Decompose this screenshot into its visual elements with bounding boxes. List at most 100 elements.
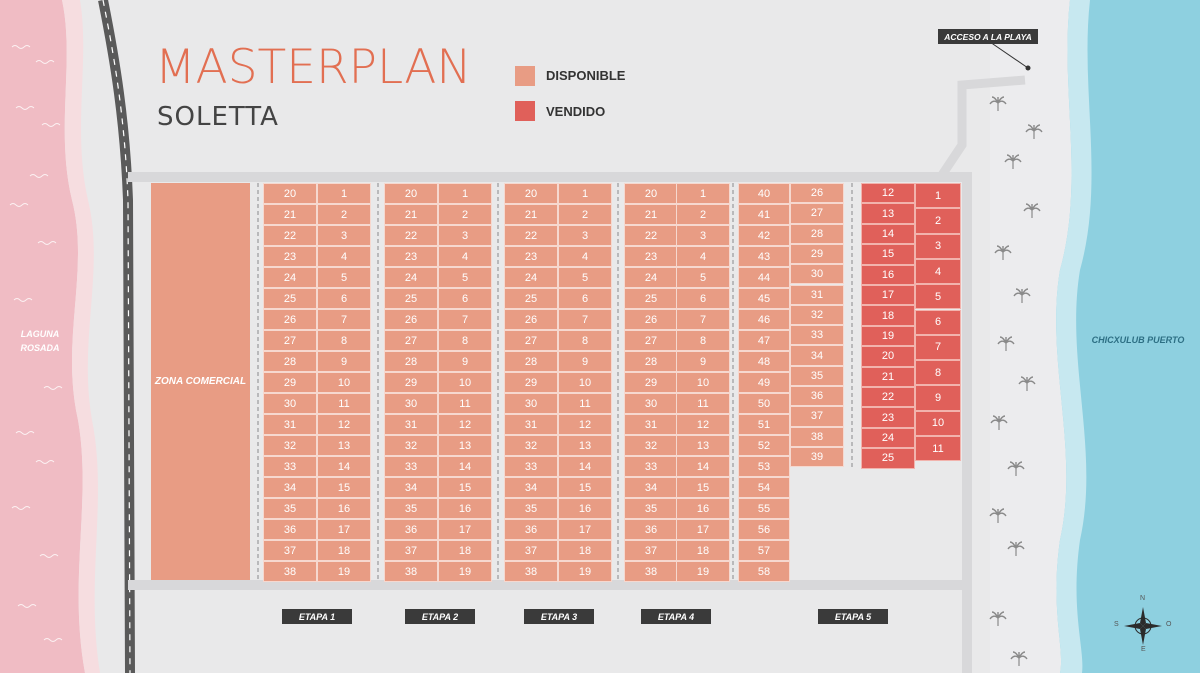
etapa2-lot-19[interactable]: 19	[438, 561, 492, 582]
etapa3-lot-28[interactable]: 28	[504, 351, 558, 372]
etapa4-lot-36[interactable]: 36	[624, 519, 678, 540]
etapa3-lot-17[interactable]: 17	[558, 519, 612, 540]
etapa1-lot-35[interactable]: 35	[263, 498, 317, 519]
etapa1-lot-25[interactable]: 25	[263, 288, 317, 309]
etapa2-lot-33[interactable]: 33	[384, 456, 438, 477]
etapa5-lot-31[interactable]: 31	[790, 284, 844, 305]
vendido-lot-7[interactable]: 7	[915, 334, 961, 361]
etapa2-lot-37[interactable]: 37	[384, 540, 438, 561]
etapa2-lot-23[interactable]: 23	[384, 246, 438, 267]
etapa4-lot-27[interactable]: 27	[624, 330, 678, 351]
etapa3-lot-15[interactable]: 15	[558, 477, 612, 498]
etapa3-lot-8[interactable]: 8	[558, 330, 612, 351]
etapa4-lot-3[interactable]: 3	[676, 225, 730, 246]
etapa4-lot-37[interactable]: 37	[624, 540, 678, 561]
etapa4-lot-17[interactable]: 17	[676, 519, 730, 540]
etapa2-lot-5[interactable]: 5	[438, 267, 492, 288]
etapa1-lot-33[interactable]: 33	[263, 456, 317, 477]
etapa4-lot-38[interactable]: 38	[624, 561, 678, 582]
etapa4-lot-18[interactable]: 18	[676, 540, 730, 561]
vendido-lot-3[interactable]: 3	[915, 233, 961, 259]
etapa2-lot-4[interactable]: 4	[438, 246, 492, 267]
etapa1-lot-13[interactable]: 13	[317, 435, 371, 456]
vendido-lot-12[interactable]: 12	[861, 183, 915, 204]
etapa3-lot-31[interactable]: 31	[504, 414, 558, 435]
etapa3-lot-12[interactable]: 12	[558, 414, 612, 435]
etapa1-lot-14[interactable]: 14	[317, 456, 371, 477]
etapa3-lot-2[interactable]: 2	[558, 204, 612, 225]
etapa4-lot-7[interactable]: 7	[676, 309, 730, 330]
etapa5-lot-44[interactable]: 44	[738, 267, 790, 288]
etapa1-lot-21[interactable]: 21	[263, 204, 317, 225]
etapa1-lot-12[interactable]: 12	[317, 414, 371, 435]
etapa5-lot-45[interactable]: 45	[738, 288, 790, 309]
etapa1-lot-36[interactable]: 36	[263, 519, 317, 540]
vendido-lot-25[interactable]: 25	[861, 448, 915, 469]
etapa4-lot-25[interactable]: 25	[624, 288, 678, 309]
etapa5-lot-53[interactable]: 53	[738, 456, 790, 477]
etapa2-lot-36[interactable]: 36	[384, 519, 438, 540]
etapa3-lot-33[interactable]: 33	[504, 456, 558, 477]
vendido-lot-10[interactable]: 10	[915, 410, 961, 436]
vendido-lot-18[interactable]: 18	[861, 305, 915, 326]
etapa2-lot-3[interactable]: 3	[438, 225, 492, 246]
etapa4-lot-24[interactable]: 24	[624, 267, 678, 288]
vendido-lot-8[interactable]: 8	[915, 360, 961, 386]
etapa2-lot-10[interactable]: 10	[438, 372, 492, 393]
etapa4-lot-15[interactable]: 15	[676, 477, 730, 498]
etapa4-lot-34[interactable]: 34	[624, 477, 678, 498]
etapa3-lot-25[interactable]: 25	[504, 288, 558, 309]
etapa2-lot-6[interactable]: 6	[438, 288, 492, 309]
etapa2-lot-24[interactable]: 24	[384, 267, 438, 288]
etapa2-lot-30[interactable]: 30	[384, 393, 438, 414]
vendido-lot-2[interactable]: 2	[915, 208, 961, 234]
etapa2-lot-1[interactable]: 1	[438, 183, 492, 204]
etapa1-lot-24[interactable]: 24	[263, 267, 317, 288]
etapa4-lot-22[interactable]: 22	[624, 225, 678, 246]
etapa1-lot-31[interactable]: 31	[263, 414, 317, 435]
etapa2-lot-38[interactable]: 38	[384, 561, 438, 582]
etapa1-lot-23[interactable]: 23	[263, 246, 317, 267]
etapa2-lot-11[interactable]: 11	[438, 393, 492, 414]
vendido-lot-4[interactable]: 4	[915, 258, 961, 285]
etapa2-lot-20[interactable]: 20	[384, 183, 438, 204]
etapa4-lot-21[interactable]: 21	[624, 204, 678, 225]
etapa3-lot-26[interactable]: 26	[504, 309, 558, 330]
etapa1-lot-4[interactable]: 4	[317, 246, 371, 267]
etapa1-lot-7[interactable]: 7	[317, 309, 371, 330]
etapa1-lot-34[interactable]: 34	[263, 477, 317, 498]
etapa4-lot-14[interactable]: 14	[676, 456, 730, 477]
etapa4-lot-20[interactable]: 20	[624, 183, 678, 204]
etapa2-lot-12[interactable]: 12	[438, 414, 492, 435]
etapa5-lot-35[interactable]: 35	[790, 365, 844, 386]
etapa2-lot-34[interactable]: 34	[384, 477, 438, 498]
etapa5-lot-36[interactable]: 36	[790, 386, 844, 407]
vendido-lot-23[interactable]: 23	[861, 407, 915, 428]
etapa2-lot-28[interactable]: 28	[384, 351, 438, 372]
etapa5-lot-39[interactable]: 39	[790, 446, 844, 468]
etapa2-lot-8[interactable]: 8	[438, 330, 492, 351]
etapa3-lot-36[interactable]: 36	[504, 519, 558, 540]
etapa3-lot-30[interactable]: 30	[504, 393, 558, 414]
etapa5-lot-29[interactable]: 29	[790, 243, 844, 265]
vendido-lot-1[interactable]: 1	[915, 183, 961, 209]
etapa5-lot-55[interactable]: 55	[738, 498, 790, 519]
etapa3-lot-11[interactable]: 11	[558, 393, 612, 414]
etapa3-lot-29[interactable]: 29	[504, 372, 558, 393]
etapa5-lot-58[interactable]: 58	[738, 561, 790, 582]
etapa3-lot-19[interactable]: 19	[558, 561, 612, 582]
etapa3-lot-5[interactable]: 5	[558, 267, 612, 288]
etapa5-lot-47[interactable]: 47	[738, 330, 790, 351]
etapa4-lot-30[interactable]: 30	[624, 393, 678, 414]
etapa4-lot-31[interactable]: 31	[624, 414, 678, 435]
etapa5-lot-32[interactable]: 32	[790, 304, 844, 326]
etapa1-lot-15[interactable]: 15	[317, 477, 371, 498]
etapa5-lot-57[interactable]: 57	[738, 540, 790, 561]
vendido-lot-17[interactable]: 17	[861, 285, 915, 306]
etapa4-lot-11[interactable]: 11	[676, 393, 730, 414]
etapa2-lot-25[interactable]: 25	[384, 288, 438, 309]
etapa2-lot-17[interactable]: 17	[438, 519, 492, 540]
etapa1-lot-26[interactable]: 26	[263, 309, 317, 330]
etapa4-lot-32[interactable]: 32	[624, 435, 678, 456]
etapa4-lot-1[interactable]: 1	[676, 183, 730, 204]
